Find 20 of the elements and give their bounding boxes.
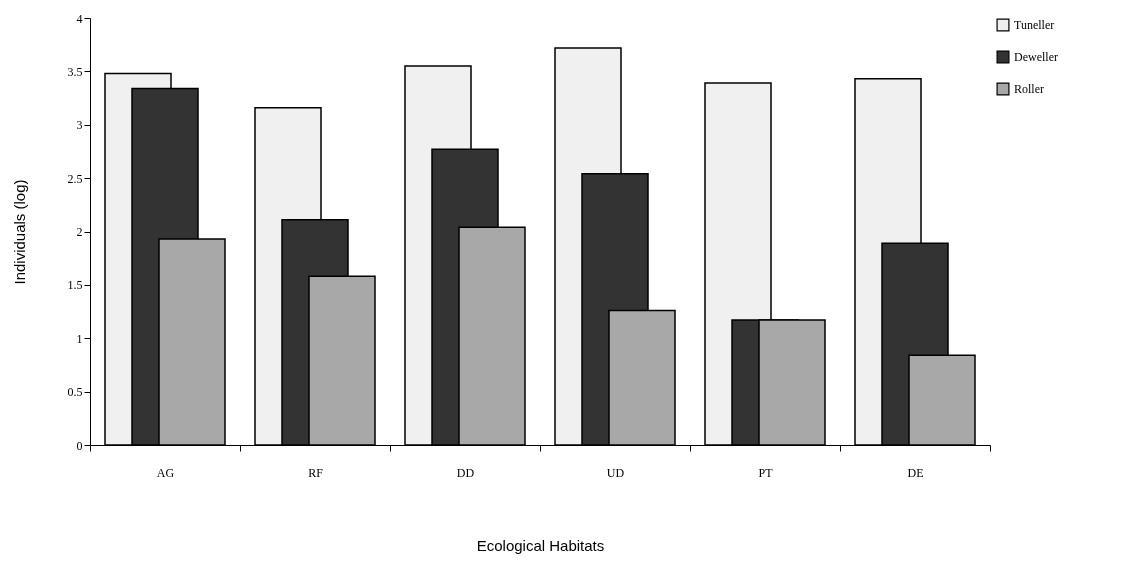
y-tick-label: 4 xyxy=(76,11,83,26)
y-tick-label: 1 xyxy=(76,331,83,346)
legend-label: Roller xyxy=(1014,82,1044,96)
x-tick-label: DD xyxy=(456,465,475,480)
y-tick-label: 1.5 xyxy=(67,278,83,293)
y-tick-label: 2.5 xyxy=(67,171,83,186)
y-axis-title: Individuals (log) xyxy=(10,179,28,285)
x-tick-label: DE xyxy=(907,465,924,480)
y-tick-label: 2 xyxy=(76,225,83,239)
legend-label: Deweller xyxy=(1014,50,1058,64)
x-tick-label: AG xyxy=(156,465,175,480)
x-axis-title: Ecological Habitats xyxy=(476,536,605,554)
y-tick-label: 3 xyxy=(76,118,83,133)
x-tick-label: PT xyxy=(758,465,774,480)
y-tick-label: 0.5 xyxy=(67,385,83,400)
y-tick-label: 3.5 xyxy=(67,64,83,79)
y-tick-label: 0 xyxy=(76,438,83,453)
x-tick-label: RF xyxy=(308,465,324,480)
legend-label: Tuneller xyxy=(1014,18,1055,32)
x-tick-label: UD xyxy=(606,465,625,480)
